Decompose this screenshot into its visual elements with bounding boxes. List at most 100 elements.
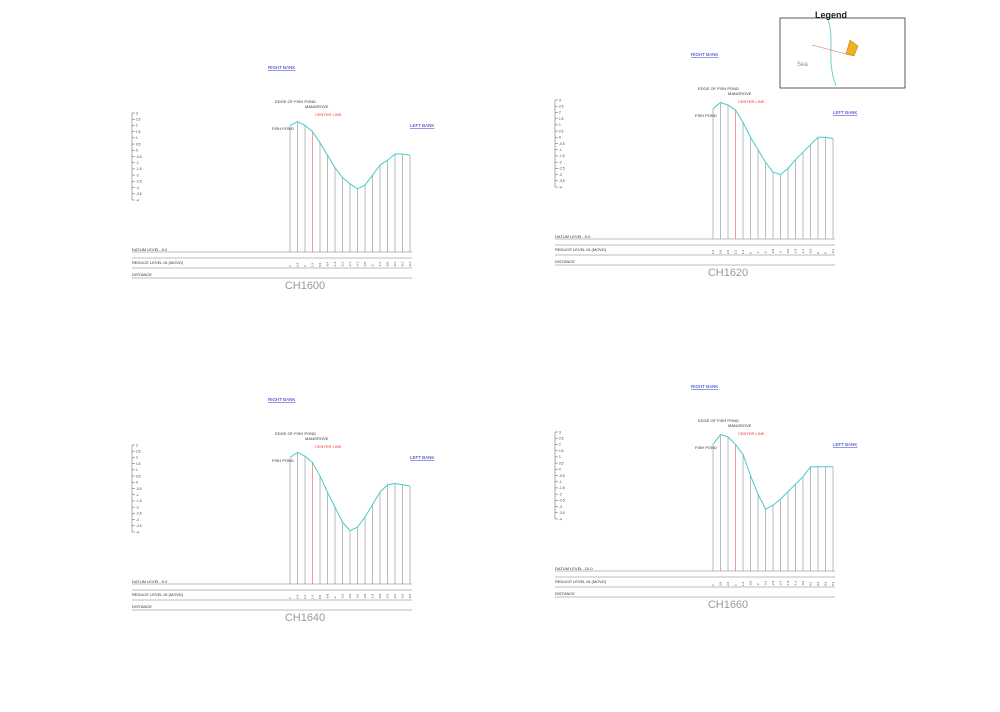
level-value: -2.7	[348, 261, 352, 267]
level-value: -0.4	[326, 261, 330, 267]
level-value: 1.2	[741, 249, 745, 254]
y-tick-label: -2	[136, 173, 139, 177]
level-value: -2.5	[786, 248, 790, 254]
level-value: 0	[749, 252, 753, 254]
level-value: 2	[711, 584, 715, 586]
reduce-level-label: REDUCE LEVEL IN (MOVD)	[555, 579, 607, 584]
reduce-level-label: REDUCE LEVEL IN (MOVD)	[132, 260, 184, 265]
section-title: CH1600	[285, 280, 325, 292]
y-tick-label: 1.5	[136, 130, 141, 134]
y-tick-label: 1.5	[136, 462, 141, 466]
level-value: -2	[333, 596, 337, 599]
legend-title: Legend	[815, 10, 847, 20]
y-tick-label: 3	[559, 430, 561, 434]
datum-label: DATUM LEVEL -9.0	[132, 247, 168, 252]
ground-profile	[712, 101, 834, 176]
level-value: 0.2	[809, 581, 813, 586]
level-value: -0.5	[749, 580, 753, 586]
y-tick-label: -4	[136, 530, 139, 534]
level-value: -2	[764, 251, 768, 254]
y-tick-label: 0	[136, 149, 138, 153]
level-value: 2.8	[719, 249, 723, 254]
level-value: -0.2	[386, 593, 390, 599]
left-bank: LEFT BANK	[410, 455, 434, 460]
level-value: -3.1	[356, 261, 360, 267]
y-tick-label: -3	[559, 505, 562, 509]
y-tick-label: 2	[559, 443, 561, 447]
level-value: 2.6	[726, 249, 730, 254]
level-value: -2.9	[771, 580, 775, 586]
level-value: -2.8	[771, 248, 775, 254]
level-value: 0.2	[816, 581, 820, 586]
level-value: -2	[756, 583, 760, 586]
level-value: -0.6	[809, 248, 813, 254]
ground-profile	[289, 451, 411, 532]
level-value: 1.2	[741, 581, 745, 586]
y-tick-label: -3.5	[559, 511, 565, 515]
level-value: -0.1	[831, 248, 835, 254]
distance-label: DISTANCE	[132, 272, 152, 277]
level-value: -0.8	[326, 593, 330, 599]
fish-pond-label: FISH POND	[272, 126, 294, 131]
y-tick-label: -3	[136, 518, 139, 522]
y-tick-label: -4	[559, 517, 562, 521]
level-value: 0.5	[318, 594, 322, 599]
level-value: 2.3	[296, 262, 300, 267]
y-tick-label: 1	[136, 468, 138, 472]
y-tick-label: -1	[136, 161, 139, 165]
mangrove-label: MANGROVE	[728, 91, 752, 96]
level-value: -1.8	[371, 593, 375, 599]
level-value: 2.1	[303, 594, 307, 599]
y-tick-label: 3	[136, 111, 138, 115]
fish-pond-label: FISH POND	[695, 445, 717, 450]
level-value: -3.9	[348, 593, 352, 599]
cross-section: 32.521.510.50-0.5-1-1.5-2-2.5-3-3.5-4DAT…	[554, 52, 857, 279]
cross-section: 32.521.510.50-0.5-1-1.5-2-2.5-3-3.5-4DAT…	[131, 65, 434, 292]
y-tick-label: -1.5	[136, 167, 142, 171]
y-tick-label: -0.5	[559, 474, 565, 478]
left-bank: LEFT BANK	[833, 110, 857, 115]
location-map: Legend Sea	[779, 10, 906, 89]
level-value: -1	[756, 251, 760, 254]
level-value: 1.6	[311, 594, 315, 599]
datum-label: DATUM LEVEL -10.0	[555, 566, 593, 571]
level-value: -1.8	[794, 248, 798, 254]
level-value: -2.2	[341, 261, 345, 267]
section-title: CH1640	[285, 612, 325, 624]
y-tick-label: 1.5	[559, 449, 564, 453]
y-tick-label: -1.5	[136, 499, 142, 503]
y-tick-label: 3	[136, 443, 138, 447]
center-label: CENTER LINE	[738, 99, 765, 104]
center-label: CENTER LINE	[738, 431, 765, 436]
level-value: 2	[303, 265, 307, 267]
y-tick-label: 0	[559, 468, 561, 472]
center-label: CENTER LINE	[315, 112, 342, 117]
level-value: 1.5	[311, 262, 315, 267]
level-value: -1.2	[378, 261, 382, 267]
y-tick-label: -3	[559, 173, 562, 177]
y-tick-label: -2	[559, 492, 562, 496]
y-tick-label: 2	[136, 124, 138, 128]
y-tick-label: -4	[559, 185, 562, 189]
level-value: -0.1	[393, 593, 397, 599]
y-tick-label: -3.5	[559, 179, 565, 183]
level-value: -1.8	[786, 580, 790, 586]
y-tick-label: 0	[136, 481, 138, 485]
y-tick-label: 1	[559, 123, 561, 127]
distance-label: DISTANCE	[555, 591, 575, 596]
y-tick-label: 0.5	[136, 474, 141, 478]
level-value: 2.4	[296, 594, 300, 599]
right-bank: RIGHT BANK	[268, 65, 295, 70]
ground-profile	[289, 121, 411, 190]
cross-section: 32.521.510.50-0.5-1-1.5-2-2.5-3-3.5-4DAT…	[131, 397, 434, 624]
level-value: -3.2	[341, 593, 345, 599]
y-tick-label: 1	[136, 136, 138, 140]
center-label: CENTER LINE	[315, 444, 342, 449]
sections: 32.521.510.50-0.5-1-1.5-2-2.5-3-3.5-4DAT…	[131, 52, 857, 624]
level-value: -0.6	[801, 580, 805, 586]
ground-profile	[712, 433, 833, 510]
left-bank: LEFT BANK	[833, 442, 857, 447]
level-value: 0	[816, 252, 820, 254]
y-tick-label: -2	[136, 505, 139, 509]
